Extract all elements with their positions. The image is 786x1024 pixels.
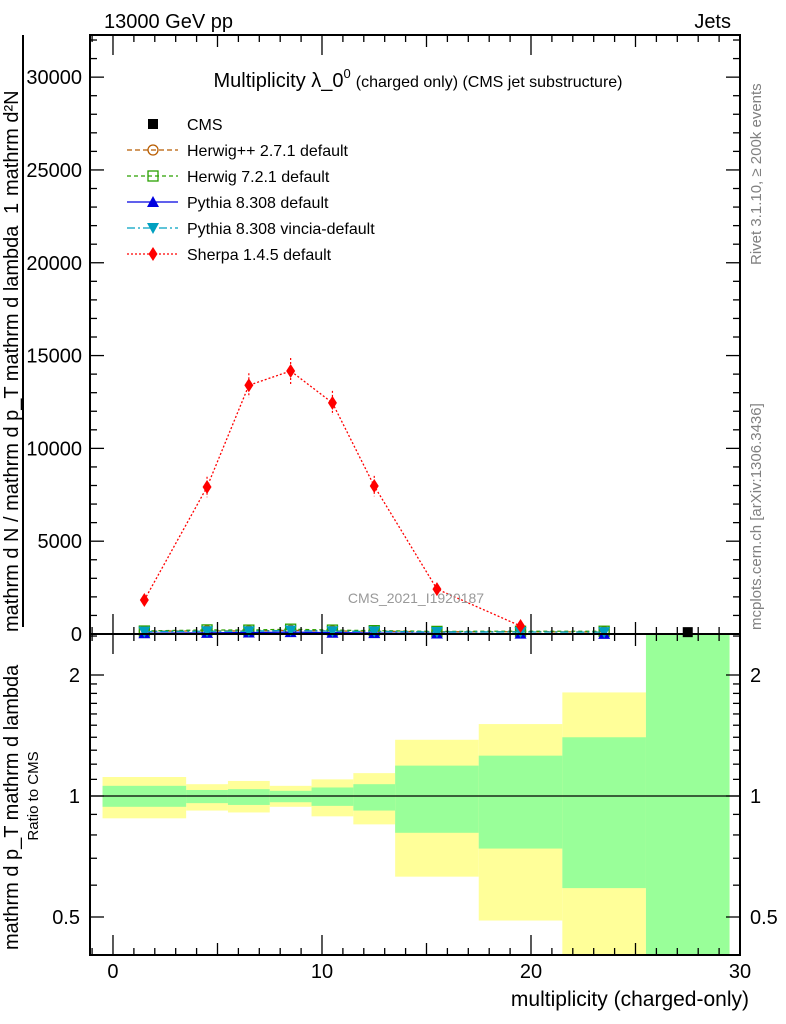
data-point [516,619,526,634]
data-point [327,395,337,410]
data-point [242,626,255,638]
ratio-band-1sigma [227,789,270,805]
ratio-band-1sigma [478,755,563,849]
y-tick-label: 0 [71,624,82,646]
legend-label: Pythia 8.308 vincia-default [187,221,375,238]
x-tick-label: 10 [311,961,333,983]
data-point [286,363,296,378]
ratio-band-1sigma [562,737,646,889]
y-tick-label: 10000 [26,438,82,460]
legend-item: Pythia 8.308 vincia-default [127,221,375,238]
ratio-band-1sigma [311,787,354,806]
legend-item: Sherpa 1.4.5 default [127,247,332,264]
ylabel-den2: mathrm d p_T mathrm d lambda [1,664,23,950]
data-point [244,378,254,393]
data-point [368,626,381,638]
legend-item: CMS [148,117,223,134]
data-point [598,627,611,639]
legend-label: Herwig 7.2.1 default [187,169,330,186]
data-point [284,625,297,637]
legend-marker [148,119,158,129]
data-point [432,582,442,597]
plot-title: Multiplicity λ_00 (charged only) (CMS jet… [213,66,622,92]
x-tick-label: 20 [520,961,542,983]
data-point [682,627,693,638]
ratio-y-tick-label: 0.5 [52,907,80,929]
ylabel-num1: 1 [1,203,23,214]
legend-marker [147,196,159,207]
ratio-y-tick-label-right: 1 [750,786,761,808]
data-point [138,626,151,638]
legend-item: Pythia 8.308 default [127,195,329,212]
axes [89,34,741,956]
ratio-y-tick-label-right: 2 [750,665,761,687]
title-sup: 0 [344,66,351,81]
legend-item: Herwig 7.2.1 default [127,169,330,186]
y-tick-label: 15000 [26,346,82,368]
ratio-y-tick-label: 2 [69,665,80,687]
x-tick-label: 0 [107,961,118,983]
legend-marker [148,247,158,261]
legend-item: Herwig++ 2.7.1 default [127,143,349,160]
y-tick-label: 5000 [38,531,83,553]
ratio-frame [89,633,741,956]
legend-marker [147,170,159,182]
data-point [201,626,214,638]
watermark: CMS_2021_I1920187 [348,590,484,606]
side-label-mcplots: mcplots.cern.ch [arXiv:1306.3436] [748,403,765,630]
legend-label: CMS [187,117,223,134]
ratio-y-tick-label-right: 0.5 [750,907,778,929]
x-tick-label: 30 [729,961,751,983]
legend-label: Pythia 8.308 default [187,195,329,212]
ratio-band-1sigma [645,634,730,955]
data-point [369,479,379,494]
legend: CMS Herwig++ 2.7.1 default Herwig 7.2.1 de… [127,117,375,264]
ratio-y-tick-label: 1 [69,786,80,808]
side-label-rivet: Rivet 3.1.10, ≥ 200k events [748,83,765,265]
ratio-bands [102,634,730,955]
legend-label: Sherpa 1.4.5 default [187,247,332,264]
series-line-5 [143,370,521,627]
title-main: Multiplicity λ_0 [213,70,343,92]
header-right: Jets [694,11,731,33]
ylabel-den1: mathrm d N / mathrm d p_T mathrm d lambd… [1,225,23,632]
data-point [139,593,149,608]
ratio-band-1sigma [395,765,479,833]
y-tick-label: 25000 [26,160,82,182]
data-point [202,479,212,494]
y-tick-label: 30000 [26,67,82,89]
x-axis-label: multiplicity (charged-only) [511,988,749,1011]
legend-marker [147,223,159,234]
data-point [430,626,443,638]
svg-text:Multiplicity λ_00(charged only: Multiplicity λ_00 (charged only) (CMS jet… [213,66,622,92]
y-tick-label: 20000 [26,253,82,275]
ratio-ylabel: Ratio to CMS [25,751,42,840]
legend-label: Herwig++ 2.7.1 default [187,143,349,160]
data-point [326,626,339,638]
ratio-band-1sigma [353,784,396,811]
legend-marker [147,144,159,156]
ylabel-num2: mathrm d²N [1,90,23,196]
header-left: 13000 GeV pp [104,11,233,33]
title-rest: (charged only) (CMS jet substructure) [356,74,623,91]
y-axis-label: mathrm d N / mathrm d p_T mathrm d lambd… [1,35,24,950]
